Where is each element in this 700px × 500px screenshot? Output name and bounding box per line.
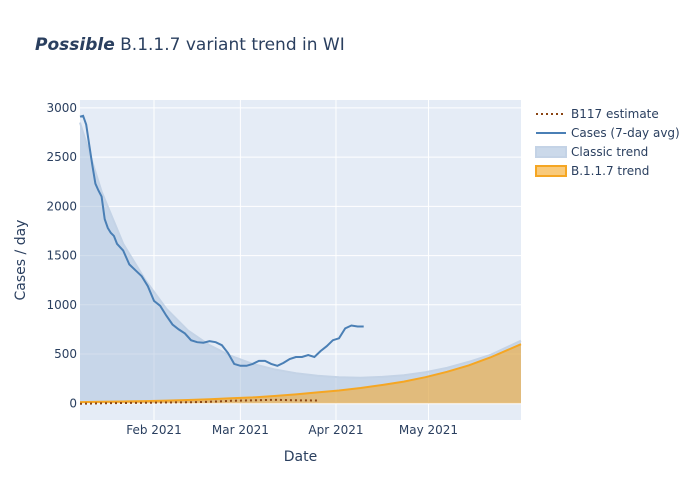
y-axis-ticks: 0 500 1000 1500 2000 2500 3000 [46,101,77,410]
x-tick-label: Mar 2021 [212,423,269,437]
classic-trend-line [79,122,522,379]
y-tick-label: 2500 [46,150,77,164]
series-lines [79,114,364,405]
chart-title-emphasis: Possible [35,35,115,55]
legend-swatch [535,146,567,158]
legend-label: Cases (7-day avg) [571,126,680,140]
x-axis-title: Date [284,449,317,465]
legend-swatch [535,165,567,177]
x-tick-label: Feb 2021 [126,423,182,437]
y-tick-label: 3000 [46,101,77,115]
y-tick-label: 0 [69,396,77,410]
y-axis-title: Cases / day [13,220,29,301]
x-tick-label: May 2021 [399,423,458,437]
legend-item[interactable]: Cases (7-day avg) [536,126,680,140]
chart-title-rest: B.1.1.7 variant trend in WI [115,35,345,55]
cases-line [79,114,364,367]
legend-item[interactable]: Classic trend [535,145,648,159]
y-tick-label: 1000 [46,298,77,312]
b117-trend-area [80,344,521,404]
legend-item[interactable]: B.1.1.7 trend [535,164,649,178]
legend[interactable]: B117 estimate Cases (7-day avg) Classic tr… [535,107,680,178]
trend-areas [79,122,522,404]
b117-trend-line [79,343,522,404]
chart-title: Possible B.1.1.7 variant trend in WI [35,35,345,55]
y-tick-label: 2000 [46,199,77,213]
legend-label: Classic trend [571,145,648,159]
y-tick-label: 1500 [46,249,77,263]
legend-label: B117 estimate [571,107,659,121]
legend-label: B.1.1.7 trend [571,164,649,178]
x-tick-label: Apr 2021 [308,423,363,437]
legend-item[interactable]: B117 estimate [536,107,659,121]
x-axis-ticks: Feb 2021 Mar 2021 Apr 2021 May 2021 [126,423,458,437]
y-tick-label: 500 [54,347,77,361]
